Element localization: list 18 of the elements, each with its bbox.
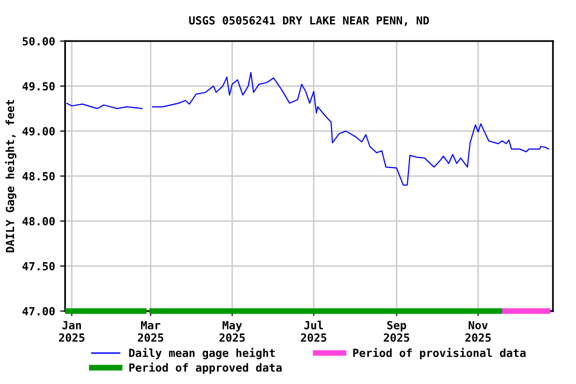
y-tick-label: 47.00: [22, 307, 55, 316]
x-tick-label: Sep 2025: [384, 320, 410, 342]
legend-label: Period of provisional data: [353, 348, 526, 360]
x-tick-label: Nov 2025: [465, 321, 491, 342]
chart-title: USGS 05056241 DRY LAKE NEAR PENN, ND: [189, 16, 429, 26]
x-tick-label: Mar 2025: [138, 321, 164, 342]
y-tick-label: 49.00: [22, 127, 55, 136]
x-tick-label: May 2025: [219, 321, 245, 342]
x-tick-label: Jan 2025: [59, 321, 84, 342]
y-tick-label: 47.50: [22, 262, 55, 270]
y-tick-label: 50.00: [22, 37, 55, 46]
y-tick-label: 48.50: [22, 172, 55, 180]
legend-label: Period of approved data: [129, 362, 282, 374]
y-axis-title: DAILY Gage height, feet: [5, 100, 16, 252]
y-tick-label: 48.00: [22, 217, 55, 226]
x-tick-label: Jul 2025: [300, 320, 326, 342]
y-tick-label: 49.50: [22, 82, 55, 91]
legend-label: Daily mean gage height: [129, 348, 275, 360]
